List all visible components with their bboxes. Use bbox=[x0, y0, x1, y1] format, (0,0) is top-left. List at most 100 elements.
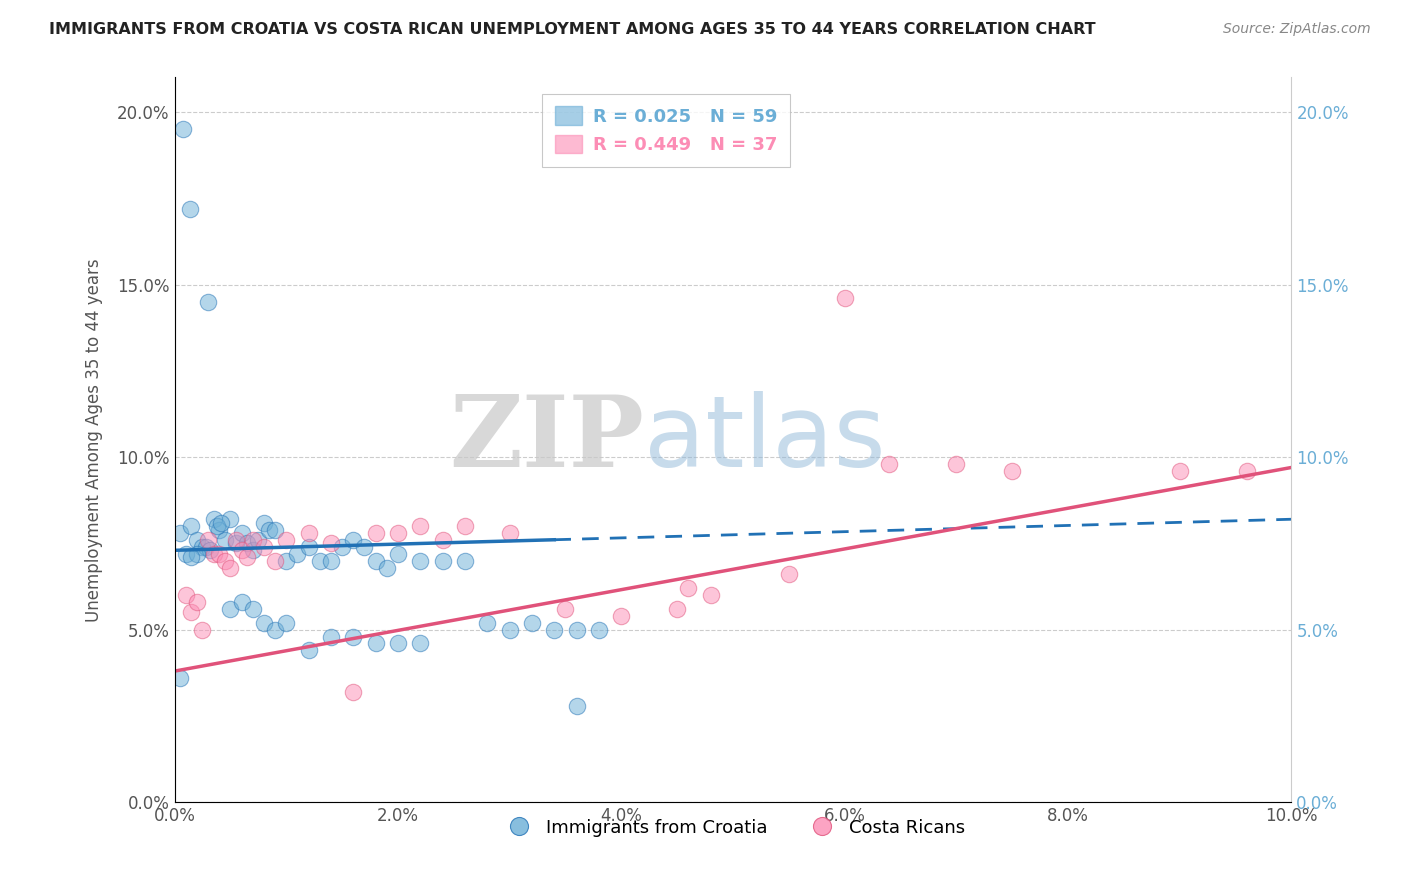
Point bbox=[554, 602, 576, 616]
Point bbox=[186, 533, 208, 547]
Point bbox=[319, 536, 342, 550]
Point bbox=[208, 523, 231, 537]
Point bbox=[173, 122, 195, 136]
Point bbox=[454, 519, 477, 533]
Point bbox=[375, 560, 398, 574]
Point bbox=[264, 554, 287, 568]
Point bbox=[364, 636, 387, 650]
Point bbox=[214, 554, 236, 568]
Point bbox=[214, 533, 236, 547]
Point bbox=[432, 554, 454, 568]
Point bbox=[319, 554, 342, 568]
Text: ZIP: ZIP bbox=[449, 392, 644, 488]
Point bbox=[191, 623, 214, 637]
Point bbox=[276, 615, 298, 630]
Point bbox=[409, 554, 432, 568]
Point bbox=[253, 516, 276, 530]
Point bbox=[319, 630, 342, 644]
Point bbox=[342, 630, 364, 644]
Point bbox=[678, 581, 700, 595]
Point bbox=[231, 526, 253, 541]
Point bbox=[208, 547, 231, 561]
Point bbox=[364, 554, 387, 568]
Point bbox=[174, 547, 197, 561]
Point bbox=[387, 636, 409, 650]
Point bbox=[342, 533, 364, 547]
Point bbox=[197, 533, 219, 547]
Point bbox=[186, 595, 208, 609]
Point bbox=[264, 623, 287, 637]
Point bbox=[409, 519, 432, 533]
Point bbox=[264, 523, 287, 537]
Point bbox=[297, 643, 319, 657]
Point bbox=[225, 533, 247, 547]
Legend: Immigrants from Croatia, Costa Ricans: Immigrants from Croatia, Costa Ricans bbox=[494, 812, 972, 844]
Point bbox=[247, 533, 270, 547]
Point bbox=[242, 543, 264, 558]
Point bbox=[253, 540, 276, 554]
Point bbox=[205, 519, 228, 533]
Point bbox=[242, 533, 264, 547]
Point bbox=[169, 526, 191, 541]
Point bbox=[1236, 464, 1258, 478]
Point bbox=[666, 602, 689, 616]
Point bbox=[1001, 464, 1024, 478]
Point bbox=[197, 294, 219, 309]
Point bbox=[778, 567, 800, 582]
Point bbox=[174, 588, 197, 602]
Point bbox=[330, 540, 353, 554]
Point bbox=[945, 457, 967, 471]
Point bbox=[219, 602, 242, 616]
Point bbox=[236, 536, 259, 550]
Point bbox=[520, 615, 543, 630]
Point bbox=[498, 526, 520, 541]
Point bbox=[409, 636, 432, 650]
Point bbox=[259, 523, 281, 537]
Point bbox=[211, 516, 233, 530]
Point bbox=[387, 526, 409, 541]
Point bbox=[179, 202, 201, 216]
Point bbox=[180, 550, 202, 565]
Point bbox=[276, 533, 298, 547]
Point bbox=[200, 543, 222, 558]
Point bbox=[308, 554, 330, 568]
Point bbox=[186, 547, 208, 561]
Point bbox=[231, 595, 253, 609]
Point bbox=[699, 588, 721, 602]
Point bbox=[276, 554, 298, 568]
Point bbox=[180, 606, 202, 620]
Point bbox=[219, 560, 242, 574]
Point bbox=[225, 536, 247, 550]
Point bbox=[565, 698, 588, 713]
Point bbox=[297, 540, 319, 554]
Y-axis label: Unemployment Among Ages 35 to 44 years: Unemployment Among Ages 35 to 44 years bbox=[86, 258, 103, 622]
Point bbox=[236, 550, 259, 565]
Point bbox=[543, 623, 565, 637]
Point bbox=[387, 547, 409, 561]
Point bbox=[202, 547, 225, 561]
Point bbox=[202, 512, 225, 526]
Point bbox=[287, 547, 309, 561]
Point bbox=[342, 685, 364, 699]
Point bbox=[879, 457, 901, 471]
Point bbox=[297, 526, 319, 541]
Text: IMMIGRANTS FROM CROATIA VS COSTA RICAN UNEMPLOYMENT AMONG AGES 35 TO 44 YEARS CO: IMMIGRANTS FROM CROATIA VS COSTA RICAN U… bbox=[49, 22, 1095, 37]
Point bbox=[191, 540, 214, 554]
Point bbox=[454, 554, 477, 568]
Point bbox=[588, 623, 610, 637]
Point bbox=[834, 291, 856, 305]
Point bbox=[1168, 464, 1191, 478]
Text: atlas: atlas bbox=[644, 392, 886, 488]
Point bbox=[432, 533, 454, 547]
Point bbox=[364, 526, 387, 541]
Point bbox=[477, 615, 499, 630]
Point bbox=[353, 540, 375, 554]
Point bbox=[180, 519, 202, 533]
Point bbox=[565, 623, 588, 637]
Point bbox=[610, 608, 633, 623]
Point bbox=[231, 543, 253, 558]
Point bbox=[169, 671, 191, 685]
Point bbox=[498, 623, 520, 637]
Point bbox=[194, 540, 217, 554]
Point bbox=[253, 615, 276, 630]
